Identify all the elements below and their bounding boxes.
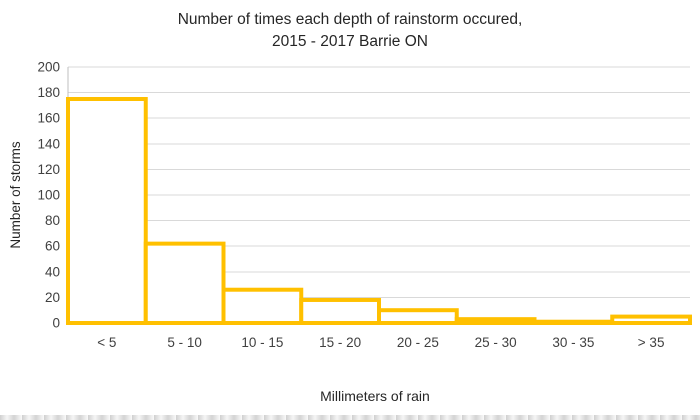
y-tick-label: 140 <box>37 136 60 151</box>
chart-title: Number of times each depth of rainstorm … <box>0 9 700 53</box>
y-tick-label: 20 <box>45 290 60 305</box>
x-tick-label: 25 - 30 <box>475 335 517 350</box>
y-tick-label: 80 <box>45 213 60 228</box>
chart-title-line2: 2015 - 2017 Barrie ON <box>272 33 428 50</box>
bar <box>299 297 381 325</box>
bar <box>66 97 148 325</box>
y-tick-label: 100 <box>37 188 60 203</box>
y-tick-label: 60 <box>45 239 60 254</box>
x-tick-label: 10 - 15 <box>241 335 283 350</box>
y-tick-label: 160 <box>37 111 60 126</box>
bar <box>532 319 615 326</box>
y-axis-title: Number of storms <box>8 141 23 249</box>
x-tick-label: < 5 <box>97 335 116 350</box>
y-tick-label: 120 <box>37 162 60 177</box>
y-tick-label: 180 <box>37 85 60 100</box>
x-tick-label: 15 - 20 <box>319 335 361 350</box>
bar <box>610 314 692 326</box>
bar <box>143 241 226 325</box>
x-tick-label: 30 - 35 <box>552 335 594 350</box>
x-tick-label: 20 - 25 <box>397 335 439 350</box>
chart-title-line1: Number of times each depth of rainstorm … <box>177 11 523 28</box>
bar <box>221 287 304 325</box>
bar <box>377 308 459 326</box>
bottom-edge-artifact <box>0 415 700 420</box>
y-tick-label: 200 <box>37 60 60 75</box>
y-tick-label: 40 <box>45 264 60 279</box>
y-tick-label: 0 <box>52 316 60 331</box>
x-axis-title: Millimeters of rain <box>320 388 430 404</box>
bar <box>454 317 537 326</box>
x-tick-label: 5 - 10 <box>167 335 202 350</box>
x-tick-label: > 35 <box>638 335 665 350</box>
